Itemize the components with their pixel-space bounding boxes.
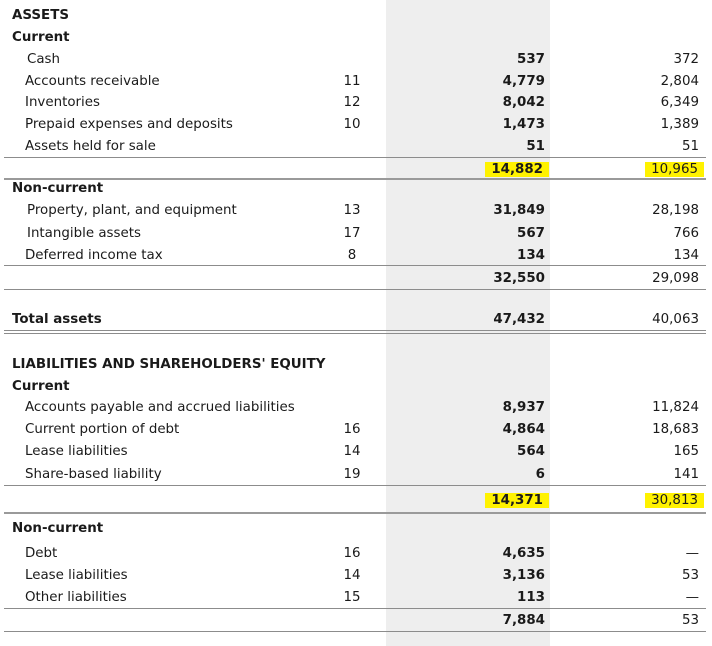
row-current: 537: [517, 52, 545, 67]
row-prior: 11,824: [652, 400, 699, 415]
liabilities-noncurrent-total-prior: 53: [681, 613, 699, 628]
row-note: 17: [343, 226, 361, 241]
assets-noncurrent-total-current: 32,550: [493, 271, 545, 286]
assets-current-total-prior: 10,965: [645, 161, 704, 178]
row-note: 12: [343, 95, 361, 110]
highlight: 30,813: [645, 493, 704, 508]
subtotal-rule: [4, 485, 706, 486]
row-note: 14: [343, 444, 361, 459]
row-current: 8,042: [502, 95, 545, 110]
current-year-column-shade: [386, 0, 550, 646]
row-prior: 766: [673, 226, 699, 241]
row-note: 19: [343, 467, 361, 482]
row-current: 6: [535, 467, 545, 482]
subtotal-rule: [4, 265, 706, 266]
row-current: 564: [517, 444, 545, 459]
subtotal-rule: [4, 631, 706, 632]
row-current: 134: [517, 248, 545, 263]
row-prior: 53: [681, 568, 699, 583]
subtotal-rule: [4, 289, 706, 290]
total-assets-prior: 40,063: [652, 312, 699, 327]
liabilities-current-total-current: 14,371: [485, 492, 549, 509]
row-current: 1,473: [502, 117, 545, 132]
row-prior: 372: [673, 52, 699, 67]
row-note: 13: [343, 203, 361, 218]
row-label: Share-based liability: [25, 467, 162, 482]
total-rule: [4, 178, 706, 180]
assets-current-label: Current: [12, 30, 70, 45]
row-prior: 51: [681, 139, 699, 154]
highlight: 14,882: [485, 162, 549, 177]
row-note: 10: [343, 117, 361, 132]
row-note: 16: [343, 422, 361, 437]
total-assets-current: 47,432: [493, 312, 545, 327]
row-label: Lease liabilities: [25, 568, 128, 583]
row-current: 4,779: [502, 74, 545, 89]
row-label: Cash: [27, 52, 61, 67]
row-current: 3,136: [502, 568, 545, 583]
assets-heading: ASSETS: [12, 8, 69, 23]
row-prior: 165: [673, 444, 699, 459]
row-label: Prepaid expenses and deposits: [25, 117, 233, 132]
assets-current-total-current: 14,882: [485, 161, 549, 178]
row-current: 8,937: [502, 400, 545, 415]
row-prior: 18,683: [652, 422, 699, 437]
row-label: Lease liabilities: [25, 444, 128, 459]
row-label: Accounts receivable: [25, 74, 160, 89]
subtotal-rule: [4, 608, 706, 609]
row-label: Inventories: [25, 95, 100, 110]
liabilities-current-label: Current: [12, 379, 70, 394]
row-label: Other liabilities: [25, 590, 127, 605]
row-label: Debt: [25, 546, 58, 561]
row-prior: —: [685, 546, 699, 561]
liabilities-noncurrent-label: Non-current: [12, 521, 104, 536]
assets-noncurrent-label: Non-current: [12, 181, 104, 196]
row-current: 4,635: [502, 546, 545, 561]
liabilities-noncurrent-total-current: 7,884: [502, 613, 545, 628]
row-current: 51: [526, 139, 545, 154]
liabilities-current-total-prior: 30,813: [645, 492, 704, 509]
liabilities-heading: LIABILITIES AND SHAREHOLDERS' EQUITY: [12, 357, 326, 372]
total-double-rule: [4, 330, 706, 334]
row-label: Property, plant, and equipment: [27, 203, 237, 218]
assets-noncurrent-total-prior: 29,098: [652, 271, 699, 286]
row-prior: 134: [673, 248, 699, 263]
total-rule: [4, 512, 706, 514]
total-assets-label: Total assets: [12, 312, 102, 327]
row-prior: 6,349: [660, 95, 699, 110]
row-note: 14: [343, 568, 361, 583]
subtotal-rule: [4, 157, 706, 158]
row-prior: 1,389: [660, 117, 699, 132]
row-note: 8: [347, 248, 357, 263]
row-prior: 28,198: [652, 203, 699, 218]
row-prior: —: [685, 590, 699, 605]
row-prior: 2,804: [660, 74, 699, 89]
row-note: 11: [343, 74, 361, 89]
row-label: Deferred income tax: [25, 248, 163, 263]
row-current: 567: [517, 226, 545, 241]
row-current: 31,849: [493, 203, 545, 218]
row-current: 113: [517, 590, 545, 605]
row-note: 16: [343, 546, 361, 561]
row-label: Accounts payable and accrued liabilities: [25, 400, 295, 415]
row-label: Intangible assets: [27, 226, 141, 241]
row-note: 15: [343, 590, 361, 605]
highlight: 10,965: [645, 162, 704, 177]
highlight: 14,371: [485, 493, 549, 508]
row-label: Assets held for sale: [25, 139, 156, 154]
row-current: 4,864: [502, 422, 545, 437]
row-prior: 141: [673, 467, 699, 482]
row-label: Current portion of debt: [25, 422, 180, 437]
